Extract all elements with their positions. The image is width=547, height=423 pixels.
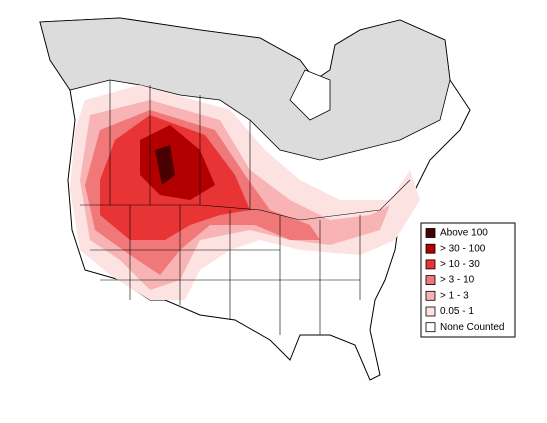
legend-label: > 30 - 100 [440, 243, 486, 254]
legend-label: Above 100 [440, 228, 488, 239]
legend-box [420, 222, 516, 338]
legend-label: > 1 - 3 [440, 290, 469, 301]
borders [80, 80, 411, 335]
legend-label: None Counted [440, 322, 505, 333]
legend-swatch [425, 322, 436, 333]
legend: Above 100 > 30 - 100 > 10 - 30 > 3 - 10 > 1 … [420, 222, 516, 338]
legend-swatch [425, 275, 436, 286]
area-above-100 [155, 145, 175, 185]
area-30-100 [140, 125, 215, 200]
abundance-areas [70, 85, 420, 300]
hudson-bay [289, 69, 331, 121]
state-lines [90, 205, 361, 335]
legend-swatch [425, 306, 436, 317]
legend-swatch [425, 243, 436, 254]
province-lines [109, 80, 251, 210]
legend-label: 0.05 - 1 [440, 306, 474, 317]
legend-swatch [425, 290, 436, 301]
legend-swatch [425, 228, 436, 238]
legend-label: > 10 - 30 [440, 259, 480, 270]
northern-region [39, 17, 451, 161]
legend-label: > 3 - 10 [440, 275, 475, 286]
legend-swatch [425, 259, 436, 270]
